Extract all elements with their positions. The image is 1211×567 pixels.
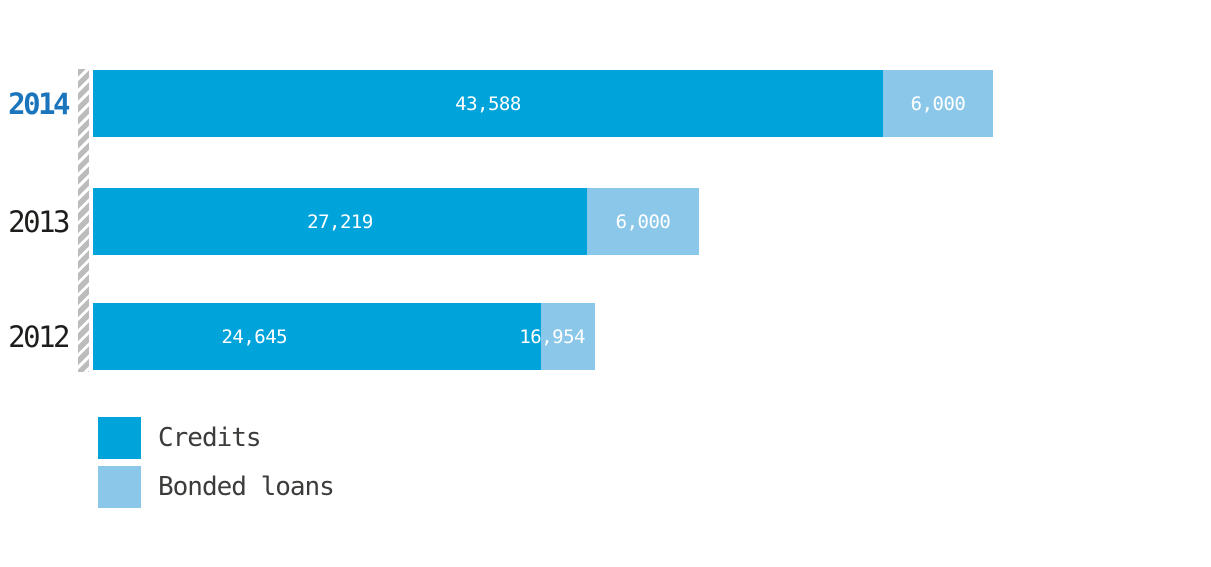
- bar-2014: 43,588 6,000: [93, 70, 993, 137]
- credits-bar-segment: 24,645: [93, 303, 541, 370]
- legend-item-bonded-loans: Bonded loans: [98, 466, 335, 508]
- year-label-2013: 2013: [8, 204, 70, 239]
- year-label-2012: 2012: [8, 319, 70, 354]
- bar-2013: 27,219 6,000: [93, 188, 699, 255]
- legend: Credits Bonded loans: [98, 417, 335, 515]
- bar-2012: 24,645 16,954: [93, 303, 595, 370]
- legend-label-credits: Credits: [158, 423, 262, 453]
- bonded-loans-value-label: 16,954: [519, 325, 585, 348]
- bonded-loans-swatch: [98, 466, 141, 508]
- legend-item-credits: Credits: [98, 417, 334, 459]
- bar-row-2013: 2013 27,219 6,000: [0, 188, 699, 255]
- credits-value-label: 43,588: [455, 92, 521, 115]
- bar-row-2012: 2012 24,645 16,954: [0, 303, 595, 370]
- bonded-loans-bar-segment: 6,000: [883, 70, 993, 137]
- credits-value-label: 27,219: [307, 210, 373, 233]
- y-axis-hatched-baseline: [78, 69, 89, 372]
- bonded-loans-bar-segment: 16,954: [519, 303, 595, 370]
- credits-value-label: 24,645: [221, 325, 288, 348]
- credits-bar-segment: 43,588: [93, 70, 883, 137]
- bonded-loans-bar-segment: 6,000: [587, 188, 699, 255]
- bonded-loans-value-label: 6,000: [615, 210, 671, 233]
- credits-bar-segment: 27,219: [93, 188, 587, 255]
- bonded-loans-value-label: 6,000: [910, 92, 966, 115]
- credits-swatch: [98, 417, 141, 459]
- legend-label-bonded-loans: Bonded loans: [158, 472, 335, 502]
- bar-row-2014: 2014 43,588 6,000: [0, 70, 993, 137]
- year-label-2014: 2014: [8, 86, 70, 121]
